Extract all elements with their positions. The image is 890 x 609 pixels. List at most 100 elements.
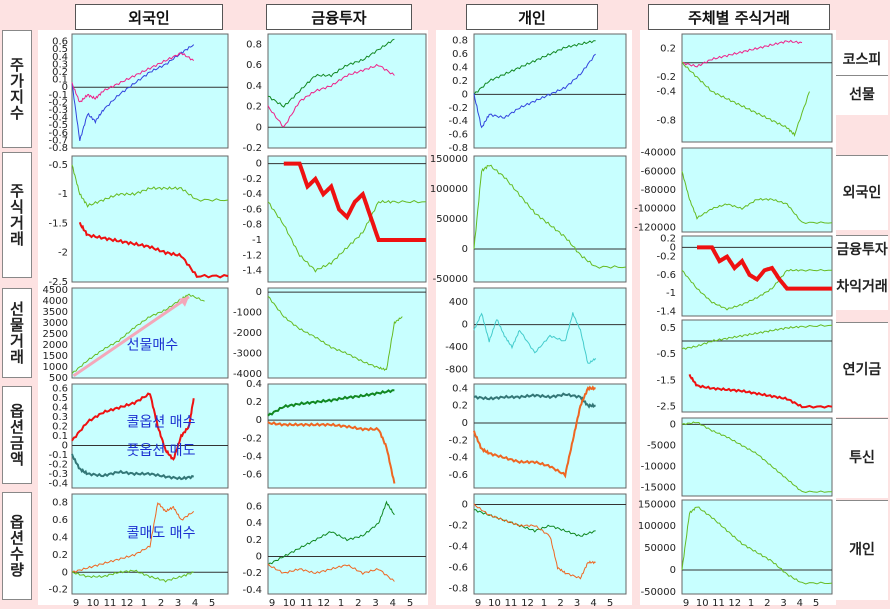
y-tick-label: 0.6 bbox=[52, 384, 68, 395]
annotation: 콜매도 매수 bbox=[127, 525, 196, 541]
series-line-orange bbox=[473, 385, 596, 479]
right-label-1: 선물 bbox=[836, 75, 888, 115]
y-tick-label: -0.2 bbox=[48, 459, 68, 470]
y-tick-label: -0.4 bbox=[448, 542, 468, 553]
annotation: 풋옵션 매도 bbox=[127, 443, 196, 459]
series-line-red bbox=[71, 392, 195, 461]
plot-area bbox=[267, 287, 427, 379]
plot-area bbox=[473, 287, 627, 379]
panel-ind-futures: 400 0 -400 -800 bbox=[445, 287, 627, 379]
right-label-0: 코스피 bbox=[836, 40, 888, 80]
series-line-green bbox=[71, 164, 229, 208]
y-tick-label: 0 bbox=[62, 82, 68, 93]
x-tick-label: 9 bbox=[269, 598, 275, 609]
x-tick-label: 2 bbox=[764, 598, 770, 609]
plot-area bbox=[681, 417, 833, 497]
y-tick-label: 0.2 bbox=[52, 67, 68, 78]
y-tick-label: -0.2 bbox=[242, 174, 262, 185]
x-tick-label: 9 bbox=[73, 598, 79, 609]
x-tick-label: 2 bbox=[355, 598, 361, 609]
panel-ind-option-amount: 0.4 0.2 0 -0.2 -0.4 -0.6 bbox=[448, 383, 627, 489]
series-line-blue bbox=[473, 53, 596, 129]
y-tick-label: -60000 bbox=[641, 166, 676, 177]
y-tick-label: -0.4 bbox=[448, 453, 468, 464]
series-line-darkgreen bbox=[267, 500, 395, 566]
y-tick-label: 0 bbox=[256, 415, 262, 426]
panel-ent-kospi: 0.2 -0.2 -0.4 -0.8 bbox=[656, 33, 833, 143]
y-tick-label: 0 bbox=[462, 500, 468, 511]
right-label-6: 투신 bbox=[836, 418, 888, 498]
y-tick-label: -0.8 bbox=[48, 143, 68, 154]
y-tick-label: 0.4 bbox=[246, 379, 262, 390]
y-tick-label: 0.6 bbox=[246, 502, 262, 513]
plot-area bbox=[681, 33, 833, 143]
x-tick-label: 11 bbox=[300, 598, 313, 609]
y-tick-label: 0.1 bbox=[52, 75, 68, 86]
series-line-blue bbox=[71, 44, 195, 141]
series-line-cyan bbox=[473, 312, 597, 364]
y-tick-label: -0.5 bbox=[48, 160, 68, 171]
x-tick-label: 11 bbox=[104, 598, 117, 609]
series-line-orange bbox=[267, 421, 396, 484]
plot-area bbox=[71, 155, 229, 283]
x-tick-label: 4 bbox=[192, 598, 198, 609]
x-tick-label: 1 bbox=[141, 598, 147, 609]
right-label-2: 외국인 bbox=[836, 155, 888, 230]
series-line-darkgreen bbox=[267, 38, 395, 108]
y-tick-label: 0 bbox=[256, 287, 262, 298]
y-tick-label: -0.6 bbox=[242, 204, 262, 215]
y-tick-label: 0.2 bbox=[246, 102, 262, 113]
x-tick-label: 9 bbox=[475, 598, 481, 609]
plot-area bbox=[681, 147, 833, 233]
y-tick-label: 0 bbox=[256, 552, 262, 563]
plot-area bbox=[473, 33, 627, 149]
y-tick-label: 0 bbox=[256, 159, 262, 170]
plot-area bbox=[473, 493, 627, 595]
plot-area bbox=[267, 383, 427, 489]
y-tick-label: 3000 bbox=[43, 318, 68, 329]
y-tick-label: -2.5 bbox=[48, 277, 68, 288]
y-tick-label: -0.8 bbox=[448, 584, 468, 595]
x-tick-label: 3 bbox=[574, 598, 580, 609]
y-tick-label: -15000 bbox=[641, 483, 676, 494]
y-tick-label: 0.4 bbox=[52, 532, 68, 543]
y-tick-label: -0.6 bbox=[242, 469, 262, 480]
x-tick-label: 2 bbox=[557, 598, 563, 609]
series-line-green bbox=[71, 293, 205, 374]
row-label-1: 주식거래 bbox=[2, 152, 32, 278]
y-tick-label: 400 bbox=[449, 297, 468, 308]
y-tick-label: -0.3 bbox=[48, 469, 68, 480]
panel-foreign-index: 0.60.50.40.30.20.10-0.1-0.2-0.3-0.4-0.5-… bbox=[48, 33, 229, 154]
right-label-7: 개인 bbox=[836, 500, 888, 600]
plot-area bbox=[71, 383, 229, 489]
y-tick-label: -50000 bbox=[433, 274, 468, 285]
y-tick-label: -10000 bbox=[641, 461, 676, 472]
trend-arrow bbox=[72, 295, 190, 378]
y-tick-label: 0 bbox=[62, 567, 68, 578]
right-label-3: 금융투자 bbox=[836, 235, 888, 265]
y-tick-label: -0.2 bbox=[242, 433, 262, 444]
right-label-5: 연기금 bbox=[836, 322, 888, 417]
y-tick-label: -2000 bbox=[233, 328, 262, 339]
y-tick-label: -0.6 bbox=[448, 563, 468, 574]
y-tick-label: -0.1 bbox=[48, 450, 68, 461]
y-tick-label: -0.8 bbox=[448, 143, 468, 154]
x-tick-label: 10 bbox=[283, 598, 296, 609]
y-tick-label: -0.7 bbox=[48, 135, 68, 146]
x-tick-label: 5 bbox=[607, 598, 613, 609]
y-tick-label: 4500 bbox=[43, 285, 68, 296]
y-tick-label: 0 bbox=[462, 418, 468, 429]
series-line-red bbox=[283, 161, 426, 242]
y-tick-label: -80000 bbox=[641, 185, 676, 196]
y-tick-label: -120000 bbox=[634, 222, 676, 233]
y-tick-label: 0.2 bbox=[452, 401, 468, 412]
y-tick-label: -1.5 bbox=[656, 375, 676, 386]
y-tick-label: -3000 bbox=[233, 348, 262, 359]
y-tick-label: -0.2 bbox=[448, 521, 468, 532]
header-foreign: 외국인 bbox=[75, 4, 223, 30]
header-individual: 개인 bbox=[466, 4, 598, 30]
x-tick-label: 1 bbox=[338, 598, 344, 609]
x-tick-label: 11 bbox=[712, 598, 725, 609]
